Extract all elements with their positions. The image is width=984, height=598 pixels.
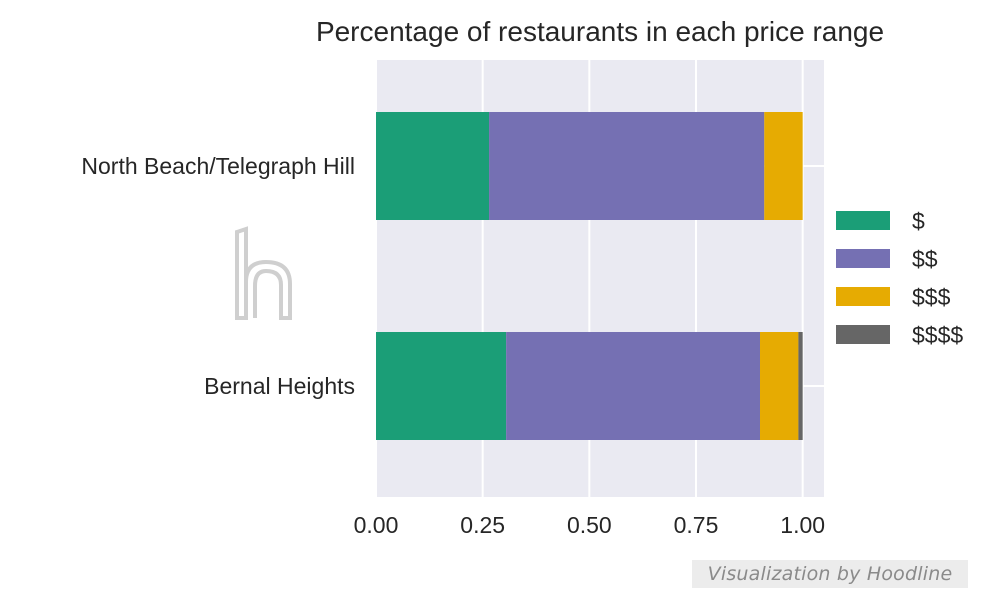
legend: $$$$$$$$$$ [836, 208, 963, 348]
bar-segment [376, 332, 507, 440]
y-tick-label: North Beach/Telegraph Hill [81, 153, 355, 179]
bars [376, 112, 803, 440]
legend-swatch [836, 325, 890, 344]
legend-swatch [836, 249, 890, 268]
x-tick-label: 0.00 [354, 512, 399, 538]
legend-label: $$$$ [912, 322, 963, 348]
hoodline-h-logo-icon [235, 226, 292, 320]
x-tick-label: 1.00 [780, 512, 825, 538]
legend-swatch [836, 211, 890, 230]
bar-segment [506, 332, 760, 440]
bar-segment [798, 332, 803, 440]
bar-segment [760, 332, 799, 440]
legend-label: $$$ [912, 284, 951, 310]
x-tick-label: 0.25 [460, 512, 505, 538]
x-tick-label: 0.75 [674, 512, 719, 538]
x-tick-labels: 0.00 0.25 0.50 0.75 1.00 [354, 512, 825, 538]
bar-segment [376, 112, 490, 220]
y-tick-label: Bernal Heights [204, 373, 355, 399]
credit-text: Visualization by Hoodline [707, 563, 953, 585]
y-tick-labels: North Beach/Telegraph Hill Bernal Heights [81, 153, 355, 399]
chart-title: Percentage of restaurants in each price … [316, 16, 884, 47]
bar-segment [489, 112, 765, 220]
legend-label: $ [912, 208, 925, 234]
legend-swatch [836, 287, 890, 306]
legend-label: $$ [912, 246, 938, 272]
credit-badge: Visualization by Hoodline [692, 560, 968, 588]
bar-segment [764, 112, 803, 220]
x-tick-label: 0.50 [567, 512, 612, 538]
